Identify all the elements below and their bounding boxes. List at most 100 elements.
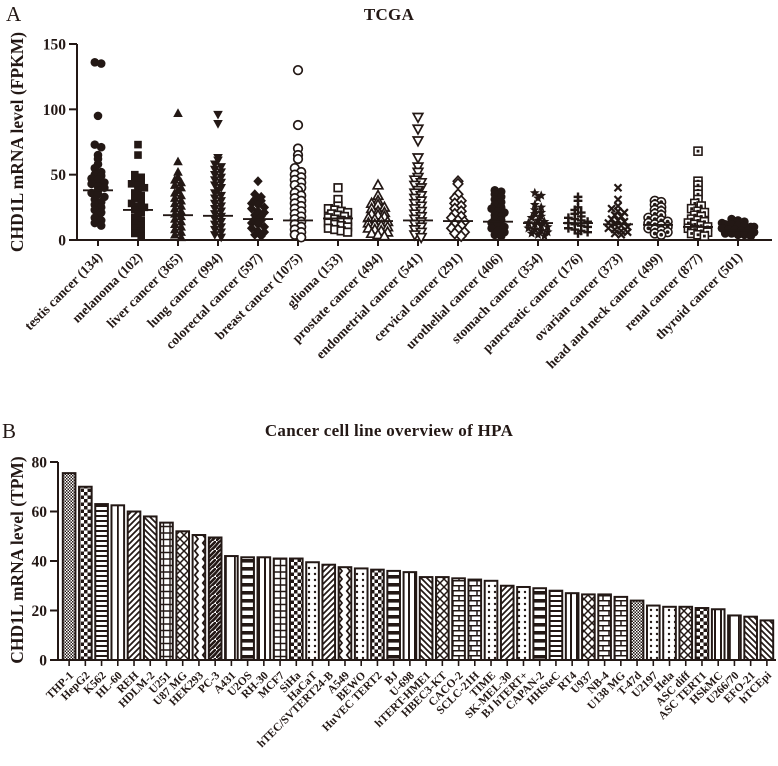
scatter-point bbox=[539, 216, 550, 226]
scatter-point-dot bbox=[703, 234, 706, 238]
bar bbox=[532, 587, 548, 662]
scatter-point bbox=[131, 176, 139, 184]
bar bbox=[288, 557, 304, 661]
scatter-point bbox=[610, 229, 620, 238]
bar bbox=[224, 555, 239, 661]
scatter-point bbox=[210, 199, 220, 209]
scatter-point bbox=[176, 227, 186, 236]
scatter-point bbox=[526, 228, 537, 238]
scatter-point bbox=[176, 201, 186, 210]
bar bbox=[142, 515, 158, 661]
bar bbox=[353, 567, 369, 661]
scatter-point bbox=[246, 198, 257, 209]
scatter-point bbox=[216, 202, 226, 212]
scatter-point bbox=[210, 215, 220, 225]
panel-a-letter: A bbox=[6, 2, 22, 26]
scatter-point bbox=[536, 220, 547, 230]
scatter-point bbox=[131, 194, 139, 202]
scatter-point bbox=[131, 189, 139, 197]
scatter-point bbox=[210, 225, 220, 235]
scatter-point bbox=[134, 202, 142, 210]
scatter-point bbox=[342, 227, 353, 237]
bar bbox=[629, 599, 645, 662]
scatter-point bbox=[96, 142, 106, 152]
scatter-point-dot bbox=[696, 233, 700, 237]
scatter-point-dot bbox=[646, 226, 651, 231]
scatter-point bbox=[455, 229, 468, 243]
scatter-point bbox=[134, 181, 142, 189]
scatter-point-dot bbox=[696, 149, 700, 153]
scatter-point bbox=[259, 221, 270, 232]
y-tick-label: 100 bbox=[43, 102, 67, 119]
scatter-point bbox=[176, 190, 186, 200]
panel-a-title: TCGA bbox=[363, 5, 415, 24]
bar bbox=[581, 593, 596, 662]
bar bbox=[272, 557, 288, 661]
scatter-point bbox=[93, 111, 103, 121]
bar bbox=[516, 585, 531, 661]
bar bbox=[743, 615, 758, 661]
scatter-point bbox=[216, 178, 226, 188]
scatter-point-dot bbox=[659, 232, 664, 237]
scatter-point bbox=[213, 120, 223, 129]
scatter-point bbox=[170, 193, 180, 202]
scatter-point-dot bbox=[665, 230, 670, 235]
scatter-point bbox=[210, 231, 220, 240]
scatter-point bbox=[333, 183, 343, 193]
scatter-point bbox=[170, 187, 180, 197]
bar bbox=[499, 584, 515, 661]
scatter-point bbox=[137, 191, 145, 200]
scatter-point bbox=[371, 228, 385, 240]
scatter-point bbox=[137, 221, 145, 230]
scatter-point bbox=[216, 191, 226, 201]
scatter-point bbox=[170, 174, 180, 184]
scatter-point-dot bbox=[699, 204, 703, 208]
scatter-point bbox=[720, 229, 730, 238]
scatter-point bbox=[173, 156, 183, 166]
y-tick-label: 60 bbox=[32, 504, 48, 521]
bar bbox=[548, 589, 564, 661]
scatter-point bbox=[131, 229, 139, 238]
scatter-point bbox=[365, 226, 378, 239]
scatter-point bbox=[96, 59, 106, 68]
scatter-point-dot bbox=[696, 183, 700, 187]
scatter-point bbox=[216, 163, 226, 172]
panel-b-title: Cancer cell line overview of HPA bbox=[264, 421, 514, 440]
scatter-point bbox=[573, 229, 583, 238]
scatter-point bbox=[176, 206, 186, 215]
scatter-point bbox=[250, 229, 260, 240]
y-tick-label: 0 bbox=[39, 653, 47, 670]
bar bbox=[678, 605, 694, 662]
scatter-point-dot bbox=[693, 202, 697, 205]
scatter-point bbox=[140, 203, 149, 212]
scatter-point bbox=[131, 213, 139, 222]
scatter-point bbox=[173, 108, 183, 117]
scatter-point bbox=[616, 230, 626, 240]
bar bbox=[662, 605, 677, 662]
bar bbox=[467, 578, 483, 661]
scatter-point bbox=[213, 110, 223, 120]
scatter-point bbox=[127, 199, 136, 208]
scatter-point bbox=[216, 197, 226, 206]
scatter-point bbox=[216, 168, 226, 178]
bar bbox=[207, 536, 223, 661]
scatter-point bbox=[216, 218, 226, 227]
scatter-point bbox=[176, 232, 186, 242]
scatter-point bbox=[496, 231, 506, 241]
scatter-point bbox=[137, 173, 145, 182]
scatter-point bbox=[216, 233, 226, 243]
y-tick-label: 40 bbox=[32, 554, 48, 571]
scatter-point bbox=[210, 189, 220, 198]
bar bbox=[710, 608, 726, 661]
scatter-point bbox=[448, 227, 461, 240]
y-tick-label: 50 bbox=[51, 167, 67, 184]
bar bbox=[61, 472, 77, 662]
scatter-point bbox=[176, 216, 186, 226]
scatter-point-dot bbox=[690, 232, 693, 235]
scatter-point bbox=[564, 223, 573, 233]
x-axis-label: melanoma (102) bbox=[69, 250, 145, 326]
scatter-point bbox=[216, 223, 226, 232]
y-tick-label: 20 bbox=[32, 603, 48, 620]
scatter-point-dot bbox=[696, 192, 700, 196]
